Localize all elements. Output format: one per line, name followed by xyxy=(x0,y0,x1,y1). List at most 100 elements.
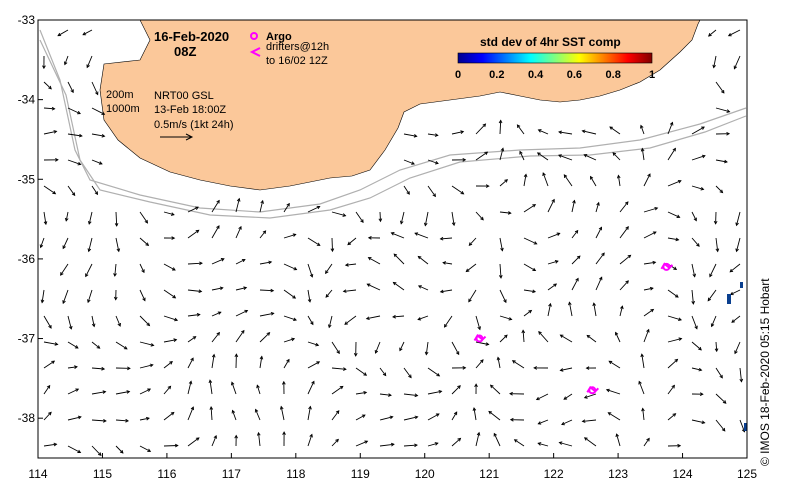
current-arrowhead xyxy=(167,385,172,390)
current-arrowhead xyxy=(729,268,734,273)
current-arrowhead xyxy=(586,334,591,339)
current-arrow xyxy=(547,232,560,239)
current-arrow xyxy=(584,393,597,399)
current-arrow xyxy=(691,155,706,161)
product-date: 13-Feb 18:00Z xyxy=(154,104,226,116)
current-arrow xyxy=(667,237,679,241)
current-arrowhead xyxy=(53,442,58,447)
current-arrowhead xyxy=(614,331,619,336)
current-arrowhead xyxy=(82,31,87,36)
current-arrow xyxy=(728,29,741,37)
current-arrow xyxy=(558,154,573,161)
current-arrowhead xyxy=(86,64,90,69)
current-arrowhead xyxy=(669,121,674,126)
current-arrowhead xyxy=(735,222,739,227)
current-arrowhead xyxy=(364,440,369,444)
current-arrow xyxy=(730,289,741,295)
current-arrowhead xyxy=(282,380,286,385)
current-arrow xyxy=(355,414,366,421)
current-arrowhead xyxy=(417,255,422,260)
current-arrowhead xyxy=(169,361,173,365)
colorbar-tick-label: 0.6 xyxy=(567,69,582,81)
current-arrow xyxy=(232,410,237,421)
current-arrow xyxy=(571,255,581,265)
current-arrowhead xyxy=(513,439,518,443)
current-arrowhead xyxy=(342,289,347,293)
current-arrow xyxy=(379,393,392,396)
current-arrow xyxy=(259,230,266,239)
current-arrow xyxy=(403,185,410,195)
current-arrowhead xyxy=(325,270,329,275)
current-arrowhead xyxy=(363,372,368,376)
current-arrowhead xyxy=(532,204,537,208)
current-arrowhead xyxy=(692,273,697,278)
current-arrowhead xyxy=(236,197,241,202)
current-arrow xyxy=(187,437,200,447)
current-arrowhead xyxy=(598,226,602,231)
current-arrow xyxy=(475,341,489,345)
current-arrow xyxy=(715,107,730,113)
isobath-1000m xyxy=(39,39,747,219)
current-arrowhead xyxy=(707,297,712,302)
current-arrowhead xyxy=(48,324,52,329)
current-arrow xyxy=(713,55,717,68)
current-arrowhead xyxy=(170,411,175,416)
current-arrowhead xyxy=(624,201,629,205)
x-tick-label: 115 xyxy=(93,467,112,481)
current-arrow xyxy=(235,226,242,239)
sst-patch xyxy=(727,294,731,304)
current-arrow xyxy=(259,332,270,343)
current-arrow xyxy=(691,341,702,351)
current-arrowhead xyxy=(87,299,91,304)
current-arrowhead xyxy=(195,206,199,210)
current-arrowhead xyxy=(443,323,448,328)
current-arrowhead xyxy=(117,322,121,327)
current-arrow xyxy=(563,393,573,400)
current-arrow xyxy=(91,107,105,115)
current-arrow xyxy=(427,367,440,377)
current-arrowhead xyxy=(145,416,150,421)
current-arrow xyxy=(355,211,364,223)
current-arrow xyxy=(403,393,418,397)
current-arrow xyxy=(256,385,261,395)
current-arrowhead xyxy=(646,437,650,442)
current-arrow xyxy=(67,107,81,115)
current-arrow xyxy=(643,309,654,317)
isobath-label-200: 200m xyxy=(106,89,134,101)
current-arrow xyxy=(715,237,719,252)
current-arrow xyxy=(187,289,202,292)
current-arrow xyxy=(715,159,728,163)
current-arrowhead xyxy=(343,367,347,371)
colorbar-tick-label: 0 xyxy=(455,69,461,81)
current-arrowhead xyxy=(234,434,238,439)
current-arrowhead xyxy=(508,317,513,321)
current-arrowhead xyxy=(507,211,512,215)
current-arrow xyxy=(715,367,723,379)
current-arrow xyxy=(379,211,381,222)
current-arrow xyxy=(667,148,676,161)
current-arrow xyxy=(466,263,477,272)
current-arrowhead xyxy=(279,405,284,410)
current-arrow xyxy=(499,237,503,251)
current-arrow xyxy=(331,410,340,421)
current-arrow xyxy=(43,360,55,369)
colorbar-tick-label: 0.8 xyxy=(606,69,621,81)
current-arrow xyxy=(468,237,477,246)
current-arrowhead xyxy=(572,199,576,204)
current-arrowhead xyxy=(363,390,368,395)
current-arrow xyxy=(91,133,105,137)
current-arrowhead xyxy=(141,269,145,274)
current-arrowhead xyxy=(48,85,52,90)
current-arrow xyxy=(115,341,128,350)
current-arrowhead xyxy=(286,202,290,207)
current-arrowhead xyxy=(414,232,419,236)
current-arrow xyxy=(366,315,381,320)
current-arrowhead xyxy=(523,173,528,178)
current-arrow xyxy=(643,261,656,265)
current-arrowhead xyxy=(731,319,735,323)
current-arrowhead xyxy=(627,254,632,259)
current-arrowhead xyxy=(551,198,555,203)
isobath-label-1000: 1000m xyxy=(106,103,140,115)
current-arrowhead xyxy=(583,153,588,158)
credit-text: © IMOS 18-Feb-2020 05:15 Hobart xyxy=(758,278,772,466)
